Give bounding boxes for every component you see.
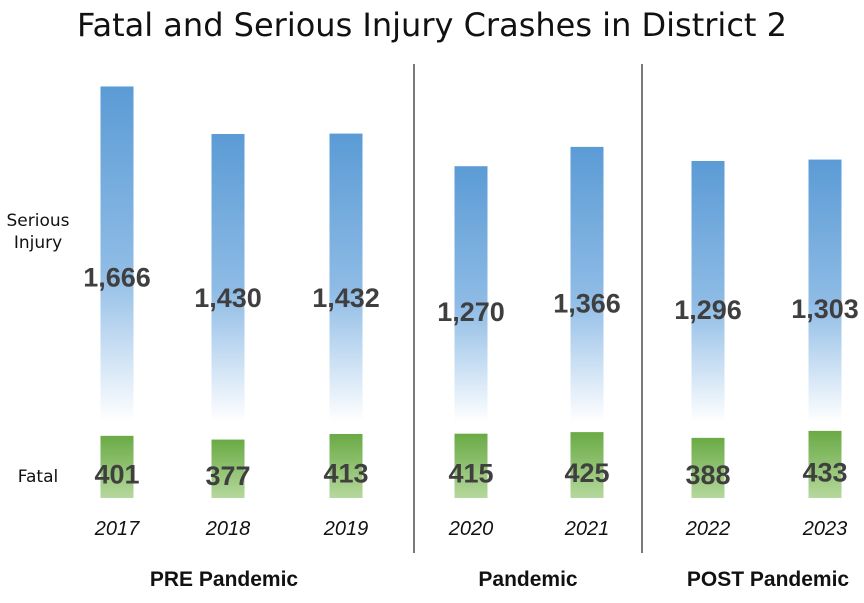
- chart-title: Fatal and Serious Injury Crashes in Dist…: [77, 6, 787, 44]
- fatal-bar-2018: [211, 439, 245, 498]
- fatal-bar-2021: [570, 432, 604, 498]
- serious-injury-value-2018: 1,430: [194, 283, 262, 313]
- period-label-2: Pandemic: [478, 568, 578, 591]
- period-label-1: PRE Pandemic: [150, 568, 299, 591]
- serious-injury-value-2022: 1,296: [674, 295, 742, 325]
- serious-row-label-line1: Serious: [7, 211, 70, 231]
- year-label-2017: 2017: [94, 518, 140, 540]
- year-label-2019: 2019: [323, 518, 369, 540]
- fatal-bar-2019: [329, 433, 363, 498]
- serious-injury-bar-2022: [691, 160, 725, 422]
- serious-injury-value-2017: 1,666: [83, 263, 151, 293]
- period-label-3: POST Pandemic: [687, 568, 850, 591]
- fatal-value-2017: 401: [94, 459, 139, 489]
- fatal-value-2023: 433: [802, 457, 847, 487]
- year-label-2021: 2021: [564, 518, 610, 540]
- year-label-2020: 2020: [448, 518, 494, 540]
- serious-injury-bar-2018: [211, 133, 245, 423]
- serious-injury-bar-2017: [100, 86, 134, 423]
- serious-injury-bar-2023: [808, 159, 842, 422]
- fatal-bar-2022: [691, 437, 725, 498]
- bars-layer: [100, 86, 842, 498]
- serious-injury-value-2023: 1,303: [791, 294, 859, 324]
- fatal-value-2020: 415: [448, 459, 493, 489]
- serious-injury-value-2020: 1,270: [437, 297, 505, 327]
- fatal-bar-2023: [808, 430, 842, 498]
- fatal-value-2021: 425: [564, 458, 609, 488]
- fatal-row-label: Fatal: [18, 467, 58, 487]
- fatal-bar-2017: [100, 435, 134, 498]
- serious-row-label-line2: Injury: [14, 233, 62, 253]
- fatal-bar-2020: [454, 433, 488, 498]
- year-label-2018: 2018: [205, 518, 251, 540]
- serious-injury-value-2021: 1,366: [553, 289, 621, 319]
- fatal-value-2018: 377: [205, 461, 250, 491]
- serious-injury-bar-2019: [329, 133, 363, 422]
- year-label-2022: 2022: [685, 518, 731, 540]
- fatal-value-2022: 388: [685, 460, 730, 490]
- serious-injury-bar-2020: [454, 166, 488, 422]
- labels-layer: 1,666 401 2017 1,430 377 2018 1,432 413 2019 1,27…: [83, 263, 859, 591]
- year-label-2023: 2023: [802, 518, 848, 540]
- serious-injury-bar-2021: [570, 146, 604, 422]
- serious-injury-value-2019: 1,432: [312, 283, 380, 313]
- fatal-value-2019: 413: [323, 459, 368, 489]
